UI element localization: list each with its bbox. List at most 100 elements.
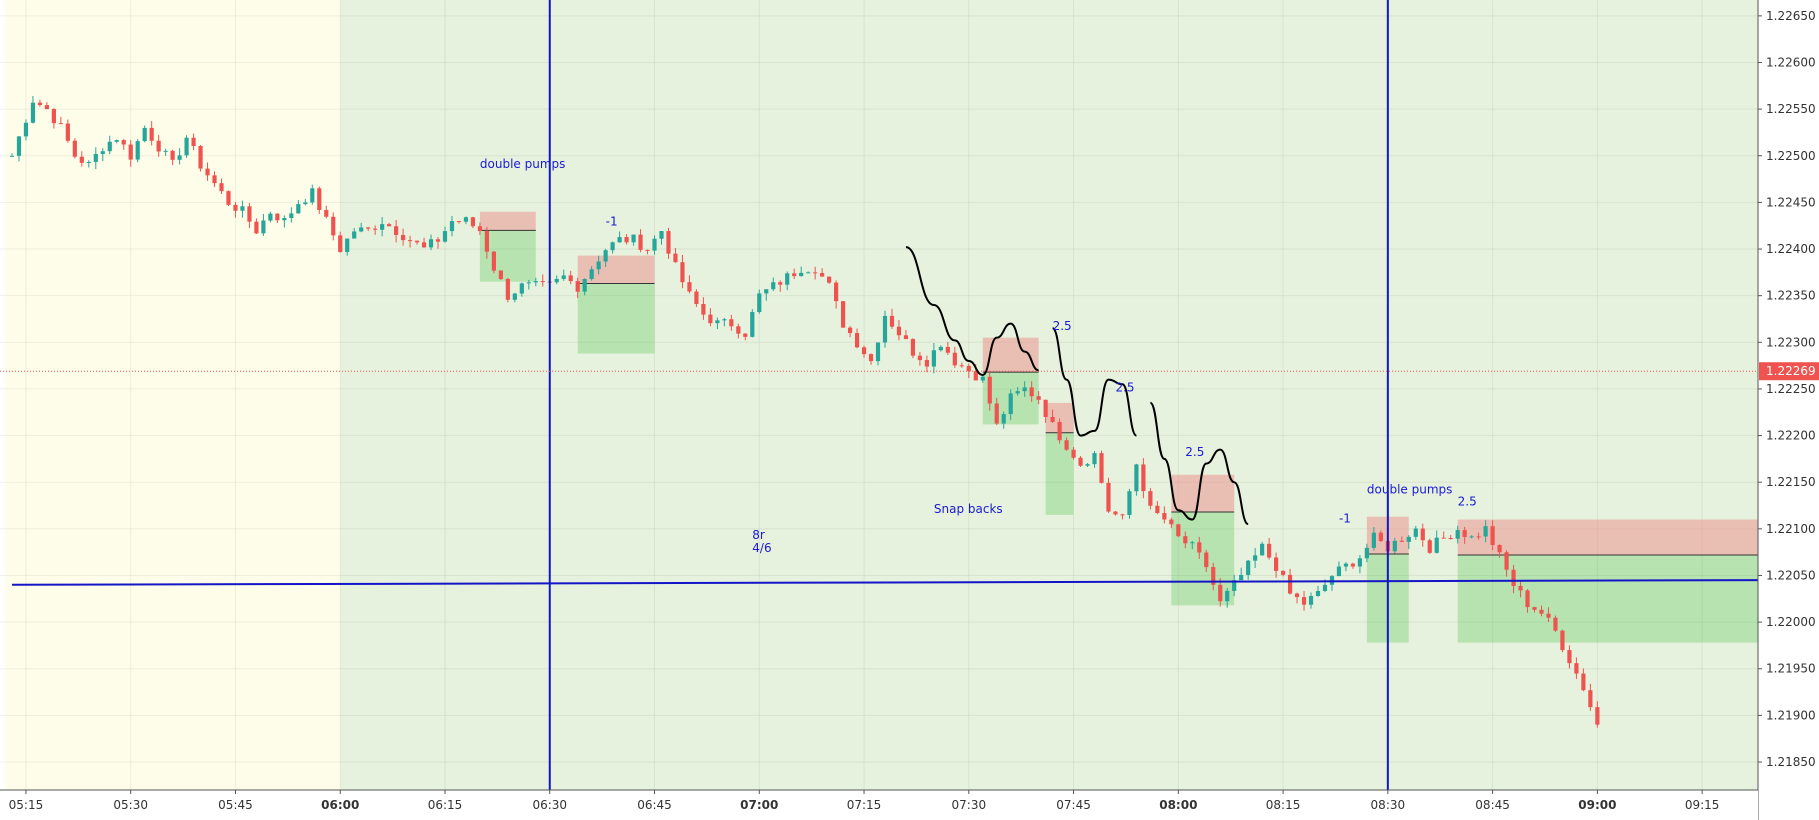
- annotation-text[interactable]: 2.5: [1458, 495, 1477, 509]
- annotation-text[interactable]: 4/6: [752, 541, 771, 555]
- candle-body: [708, 314, 713, 324]
- price-tick-label: 1.22400: [1766, 242, 1816, 256]
- candle-body: [491, 251, 496, 271]
- candle-body: [100, 151, 105, 154]
- candle-body: [359, 227, 364, 232]
- stop-zone[interactable]: [479, 211, 536, 231]
- wave-path[interactable]: [905, 246, 1039, 376]
- candle-body: [1364, 547, 1369, 559]
- candle-body: [1274, 557, 1279, 571]
- price-tick-label: 1.22100: [1766, 522, 1816, 536]
- time-tick-label: 07:45: [1056, 798, 1091, 812]
- candle-body: [1134, 464, 1139, 492]
- candle-body: [1232, 580, 1237, 591]
- candle-body: [1441, 537, 1446, 539]
- candle-body: [1546, 613, 1551, 618]
- annotation-text[interactable]: -1: [606, 215, 618, 229]
- candle-body: [561, 275, 566, 279]
- time-tick-label: 07:00: [740, 798, 778, 812]
- candle-body: [1560, 630, 1565, 651]
- horizontal-line[interactable]: [11, 579, 1759, 586]
- candle-body: [875, 342, 881, 362]
- candle-body: [750, 312, 755, 337]
- target-zone[interactable]: [577, 283, 655, 354]
- candle-body: [1308, 595, 1314, 605]
- annotation-text[interactable]: double pumps: [1367, 482, 1453, 496]
- annotation-text[interactable]: 2.5: [1115, 381, 1134, 395]
- candle-body: [345, 238, 350, 252]
- target-zone[interactable]: [1045, 432, 1074, 515]
- candle-body: [435, 239, 441, 242]
- candle-body: [910, 339, 916, 356]
- candle-body: [533, 281, 538, 283]
- wave-path[interactable]: [1149, 401, 1250, 526]
- price-axis[interactable]: 1.22650 1.22600 1.22550 1.22500 1.22450 1.224…: [1757, 0, 1819, 820]
- target-zone[interactable]: [1457, 554, 1758, 643]
- candle-body: [247, 206, 252, 222]
- candle-body: [1155, 505, 1160, 514]
- candle-body: [156, 140, 161, 152]
- candle-body: [477, 226, 483, 232]
- time-axis[interactable]: 05:15 05:30 05:45 06:00 06:15 06:30 06:45 07:00…: [0, 789, 1758, 820]
- candle-body: [1218, 584, 1223, 602]
- drawing-lines[interactable]: [0, 0, 1759, 790]
- candle-body: [840, 301, 846, 328]
- price-tick-label: 1.22650: [1766, 9, 1816, 23]
- candle-body: [212, 175, 217, 184]
- candle-body: [680, 262, 685, 283]
- annotation-text[interactable]: double pumps: [480, 157, 566, 171]
- time-tick-label: 05:30: [113, 798, 148, 812]
- annotation-text[interactable]: 8r: [752, 528, 765, 542]
- candle-body: [233, 204, 238, 211]
- stop-zone[interactable]: [577, 255, 655, 284]
- candle-body: [952, 352, 957, 366]
- candle-body: [1483, 526, 1488, 537]
- candle-body: [715, 320, 720, 324]
- annotation-text[interactable]: -1: [1339, 511, 1351, 525]
- candle-body: [526, 282, 531, 284]
- candle-body: [540, 281, 545, 283]
- candle-body: [1581, 673, 1586, 691]
- candle-body: [505, 278, 510, 300]
- candle-body: [1099, 453, 1104, 483]
- time-tick-label: 05:45: [218, 798, 253, 812]
- chart-background: [5, 0, 1758, 790]
- candle-body: [16, 136, 22, 156]
- candle-body: [44, 105, 49, 110]
- candle-body: [352, 231, 357, 239]
- candle-body: [407, 240, 413, 242]
- wave-path[interactable]: [1051, 327, 1138, 437]
- candle-body: [1427, 540, 1432, 553]
- candle-body: [1162, 513, 1167, 520]
- candle-body: [1497, 545, 1502, 553]
- annotation-text[interactable]: 2.5: [1053, 319, 1072, 333]
- stop-zone[interactable]: [1171, 474, 1235, 513]
- price-tick-label: 1.22200: [1766, 429, 1816, 443]
- candle-body: [1462, 530, 1467, 538]
- candle-body: [694, 291, 699, 305]
- annotation-text[interactable]: Snap backs: [934, 502, 1003, 516]
- candle-body: [1567, 650, 1572, 664]
- candle-body: [1399, 540, 1404, 542]
- annotations[interactable]: double pumps -1 8r4/6 Snap backs 2.5 2.5 2.5 do…: [480, 157, 1477, 555]
- candle-body: [331, 216, 336, 236]
- candle-body: [519, 283, 524, 294]
- candle-body: [1322, 584, 1328, 591]
- candle-body: [23, 122, 29, 137]
- candle-body: [65, 123, 70, 141]
- stop-zone[interactable]: [982, 337, 1039, 373]
- candle-body: [1511, 569, 1516, 586]
- stop-zone[interactable]: [1457, 519, 1758, 555]
- price-tick-label: 1.22350: [1766, 289, 1816, 303]
- target-zone[interactable]: [1171, 512, 1235, 606]
- candle-body: [882, 315, 888, 343]
- target-zone[interactable]: [479, 230, 536, 282]
- candle-body: [889, 315, 895, 327]
- annotation-text[interactable]: 2.5: [1185, 445, 1204, 459]
- candle-body: [1455, 530, 1460, 539]
- candle-body: [512, 293, 517, 300]
- candle-body: [1190, 542, 1195, 544]
- candle-body: [1120, 514, 1125, 516]
- time-tick-label: 06:15: [428, 798, 463, 812]
